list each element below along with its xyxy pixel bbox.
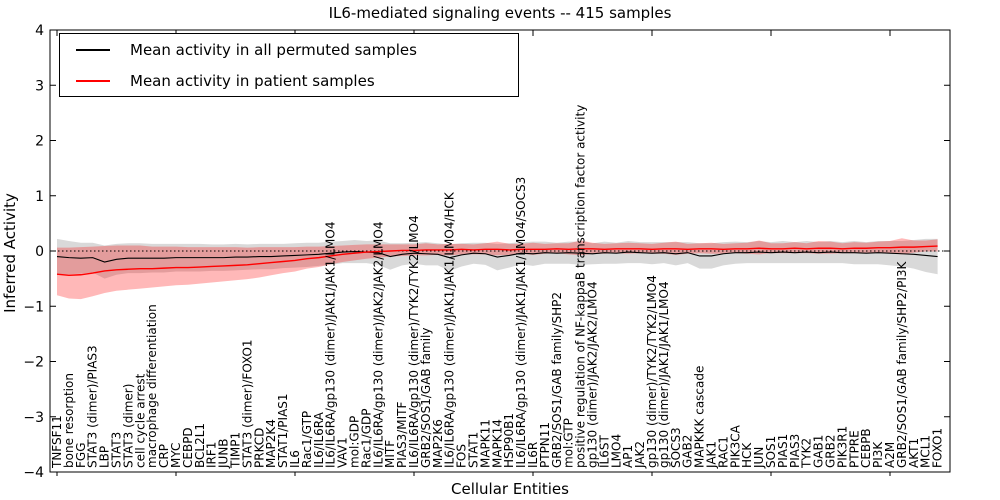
x-tick-label: TNFSF11 [50,415,64,469]
legend-entry-permuted: Mean activity in all permuted samples [60,37,518,63]
x-tick-label: IL6/IL6RA/gp130 (dimer)/JAK1/JAK1/LMO4 [324,222,338,468]
x-tick-label: STAT3 (dimer) [121,384,135,468]
x-tick-label: LMO4 [609,434,623,468]
x-tick-label: gp130 (dimer)/TYK2/TYK2/LMO4 [645,275,659,468]
x-tick-label: JUN [752,447,766,469]
x-tick-label: PTPN11 [538,422,552,468]
y-tick-label: −4 [23,465,44,481]
x-axis-label: Cellular Entities [451,480,569,498]
x-tick-label: MITF [383,440,397,468]
x-tick-label: SOCS3 [669,427,683,468]
y-tick-label: 1 [35,189,44,205]
x-tick-label: MAP2K6 [431,419,445,468]
x-tick-label: positive regulation of NF-kappaB transcr… [574,105,588,468]
x-tick-label: TIMP1 [229,432,243,469]
y-tick-label: −2 [23,355,44,371]
y-tick-label: 4 [35,23,44,39]
x-tick-label: SOS1 [764,436,778,468]
x-tick-label: CRP [157,444,171,468]
x-tick-label: AP1 [621,445,635,468]
x-tick-label: gp130 (dimer)/JAK2/JAK2/LMO4 [586,281,600,468]
x-tick-label: PRKCD [252,428,266,468]
x-tick-label: STAT1 [467,432,481,468]
x-tick-label: JAK1 [705,441,719,469]
x-tick-label: IL6/IL6RA [312,411,326,468]
patient-mean-line [56,245,938,277]
x-tick-label: HSP90B1 [502,413,516,468]
x-tick-label: MAPK14 [490,419,504,468]
x-tick-label: JAK2 [633,441,647,469]
legend-label-patient: Mean activity in patient samples [130,71,375,90]
x-tick-label: FOXO1 [931,428,945,468]
y-tick-label: 0 [35,244,44,260]
x-tick-label: FOS [455,444,469,468]
x-tick-label: PIAS1 [776,434,790,468]
chart-title: IL6-mediated signaling events -- 415 sam… [328,4,672,22]
x-tick-label: Rac1/GTP [300,411,314,468]
x-tick-label: IL6/IL6RA/gp130 (dimer)/TYK2/TYK2/LMO4 [407,215,421,468]
x-tick-label: STAT1/PIAS1 [276,393,290,468]
x-tick-label: GRB2/SOS1/GAB family/SHP2/PI3K [895,260,909,468]
x-tick-label: gp130 (dimer)/JAK1/JAK1/LMO4 [657,281,671,468]
x-tick-label: IL6R [526,442,540,468]
x-tick-label: CEBPD [181,427,195,468]
x-tick-label: MAP2K4 [264,419,278,468]
x-tick-label: Rac1/GDP [359,409,373,468]
x-tick-label: BCL2L1 [193,423,207,468]
x-tick-label: bone resorption [62,373,76,468]
x-tick-label: GRB2 [824,434,838,468]
x-tick-label: MYC [169,443,183,468]
x-tick-label: VAV1 [336,437,350,468]
x-tick-label: IRF1 [205,442,219,468]
x-tick-label: FGG [74,443,88,469]
x-tick-label: TYK2 [800,438,814,469]
x-tick-label: GAB1 [812,435,826,468]
legend-entry-patient: Mean activity in patient samples [60,68,518,94]
x-tick-label: GRB2/SOS1/GAB family [419,328,433,469]
x-tick-label: JUNB [217,438,231,469]
x-tick-label: mol:GDP [348,416,362,468]
y-tick-label: −1 [23,299,44,315]
permuted-line-swatch [76,48,110,51]
x-tick-label: MCL1 [919,435,933,468]
x-tick-label: PTPRE [847,430,861,468]
x-tick-label: PIAS3/MITF [395,401,409,468]
x-tick-label: mol:GTP [562,418,576,468]
x-tick-label: AKT1 [907,438,921,468]
legend: Mean activity in all permuted samples Me… [59,33,519,97]
x-tick-label: IL6ST [597,435,611,468]
x-tick-label: A2M [883,442,897,468]
x-tick-label: RAC1 [716,436,730,468]
y-tick-label: 2 [35,134,44,150]
patient-line-swatch [76,79,110,82]
x-tick-label: STAT3 (dimer)/PIAS3 [86,345,100,468]
y-tick-label: −3 [23,410,44,426]
x-tick-label: PIK3R1 [835,426,849,468]
patient-band [57,238,938,300]
x-tick-label: IL6/IL6RA/gp130 (dimer)/JAK2/JAK2/LMO4 [371,222,385,468]
x-tick-label: GAB2 [681,435,695,468]
x-tick-label: CEBPB [859,428,873,468]
x-tick-label: IL6/IL6RA/gp130 (dimer)/JAK1/JAK1/LMO4/H… [443,191,457,468]
x-tick-label: PIK3CA [728,424,742,468]
permuted-mean-line [56,251,938,263]
x-tick-label: cell cycle arrest [133,373,147,468]
y-tick-label: 3 [35,78,44,94]
x-tick-label: PIAS3 [788,434,802,468]
x-tick-label: PI3K [871,441,885,468]
x-tick-label: MAPKKK cascade [693,366,707,468]
x-tick-label: STAT3 (dimer)/FOXO1 [240,339,254,468]
x-tick-label: LBP [98,446,112,468]
x-tick-label: HCK [740,442,754,468]
x-tick-label: IL6/IL6RA/gp130 (dimer)/JAK1/JAK1/LMO4/S… [514,177,528,468]
x-tick-label: IL6 [288,450,302,468]
x-tick-label: GRB2/SOS1/GAB family/SHP2 [550,292,564,468]
x-tick-label: macrophage differentiation [145,304,159,468]
legend-label-permuted: Mean activity in all permuted samples [130,40,417,59]
x-tick-label: MAPK11 [478,419,492,468]
x-tick-label: STAT3 [110,432,124,468]
